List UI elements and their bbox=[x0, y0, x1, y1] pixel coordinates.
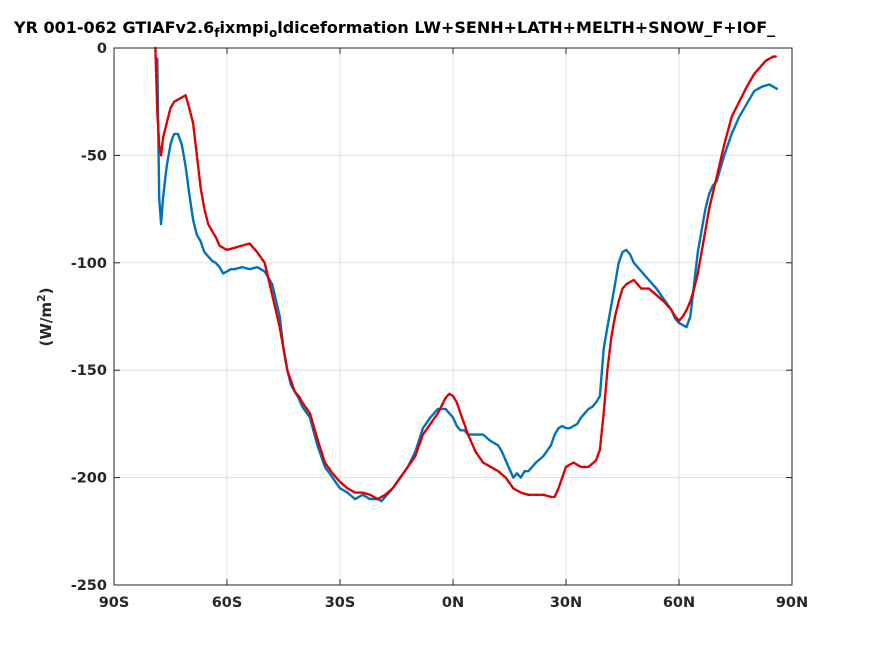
ylabel-part: ) bbox=[37, 287, 55, 294]
title-part: YR 001-062 GTIAFv2.6 bbox=[13, 18, 214, 37]
x-tick-label: 60S bbox=[212, 595, 243, 611]
title-part: ixmpi bbox=[220, 18, 269, 37]
ylabel-part: 2 bbox=[35, 294, 48, 302]
chart-title: YR 001-062 GTIAFv2.6fixmpioldiceformatio… bbox=[13, 18, 775, 40]
y-tick-label: -150 bbox=[71, 363, 107, 379]
y-tick-label: -50 bbox=[81, 148, 107, 164]
x-tick-label: 90S bbox=[99, 595, 130, 611]
axis-ticks: 90S 60S 30S 0N 30N 60N 90N 0 -50 -100 -150 -200 -250 bbox=[71, 41, 808, 611]
y-tick-label: -250 bbox=[71, 578, 107, 594]
y-tick-label: -100 bbox=[71, 256, 107, 272]
x-tick-label: 0N bbox=[442, 595, 464, 611]
y-tick-label: -200 bbox=[71, 471, 107, 487]
x-tick-label: 30S bbox=[325, 595, 356, 611]
series-line-2 bbox=[154, 46, 779, 501]
x-tick-label: 90N bbox=[776, 595, 808, 611]
y-axis-label: (W/m2) bbox=[35, 287, 56, 346]
series-lines bbox=[154, 46, 779, 503]
x-tick-label: 30N bbox=[550, 595, 582, 611]
x-tick-label: 60N bbox=[663, 595, 695, 611]
ylabel-part: (W/m bbox=[37, 302, 55, 347]
title-part: o bbox=[269, 26, 277, 40]
y-tick-label: 0 bbox=[97, 41, 107, 57]
title-part: f bbox=[214, 26, 220, 40]
title-part: ldiceformation LW+SENH+LATH+MELTH+SNOW_F… bbox=[277, 18, 775, 37]
grid bbox=[114, 48, 792, 585]
